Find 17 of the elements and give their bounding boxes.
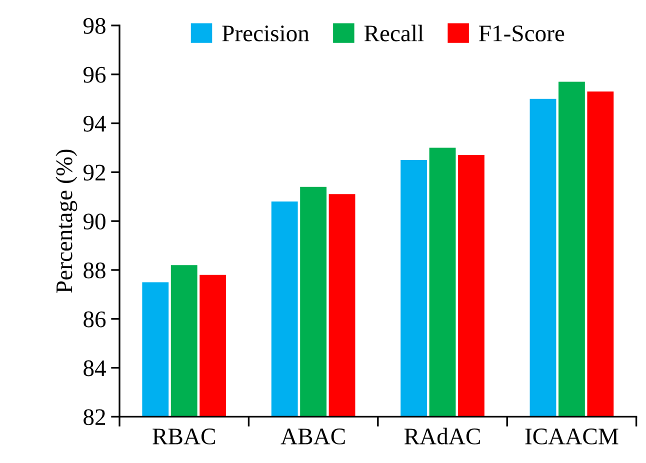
x-tick-label: ABAC [280,428,345,444]
x-tick-label: ICAACM [525,428,618,444]
legend-label: F1-Score [479,26,564,42]
y-tick-label: 84 [84,360,106,376]
y-tick-label: 82 [84,409,106,426]
legend-label: Recall [364,24,424,42]
y-tick-label: 86 [84,311,106,328]
y-tick-label: 92 [83,164,106,181]
y-tick-label: 88 [84,262,106,278]
y-tick-label: 90 [83,214,106,230]
legend-label: Precision [222,26,310,42]
y-tick-label: 98 [83,18,106,34]
y-tick-label: 94 [83,116,106,132]
y-tick-label: 96 [83,66,106,83]
x-tick-label: RBAC [152,428,215,444]
y-axis-title: Percentage (%) [56,150,78,293]
x-tick-label: RAdAC [404,428,480,444]
